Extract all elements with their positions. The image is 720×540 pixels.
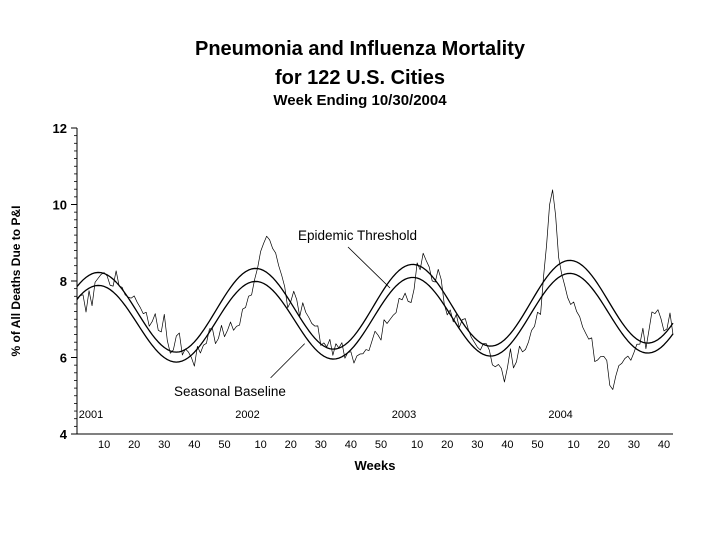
svg-text:Weeks: Weeks [355,458,396,473]
svg-text:30: 30 [158,439,170,451]
svg-text:2001: 2001 [79,409,103,421]
svg-text:20: 20 [598,439,610,451]
svg-text:40: 40 [501,439,513,451]
svg-text:6: 6 [60,351,67,366]
svg-text:40: 40 [188,439,200,451]
svg-text:10: 10 [568,439,580,451]
svg-text:2002: 2002 [235,409,259,421]
svg-text:20: 20 [441,439,453,451]
svg-text:20: 20 [285,439,297,451]
svg-text:Epidemic Threshold: Epidemic Threshold [298,228,417,243]
svg-text:12: 12 [53,121,67,136]
svg-text:10: 10 [98,439,110,451]
svg-text:30: 30 [471,439,483,451]
svg-text:2004: 2004 [548,409,572,421]
svg-text:10: 10 [53,198,67,213]
svg-text:40: 40 [345,439,357,451]
svg-text:4: 4 [60,427,68,442]
svg-text:40: 40 [658,439,670,451]
svg-text:2003: 2003 [392,409,416,421]
svg-text:50: 50 [375,439,387,451]
svg-text:30: 30 [315,439,327,451]
svg-text:% of All Deaths Due to P&I: % of All Deaths Due to P&I [9,206,23,357]
svg-text:Seasonal Baseline: Seasonal Baseline [174,384,286,399]
svg-text:10: 10 [411,439,423,451]
svg-text:30: 30 [628,439,640,451]
svg-text:10: 10 [254,439,266,451]
svg-text:50: 50 [531,439,543,451]
svg-text:20: 20 [128,439,140,451]
svg-text:8: 8 [60,274,67,289]
svg-text:50: 50 [218,439,230,451]
